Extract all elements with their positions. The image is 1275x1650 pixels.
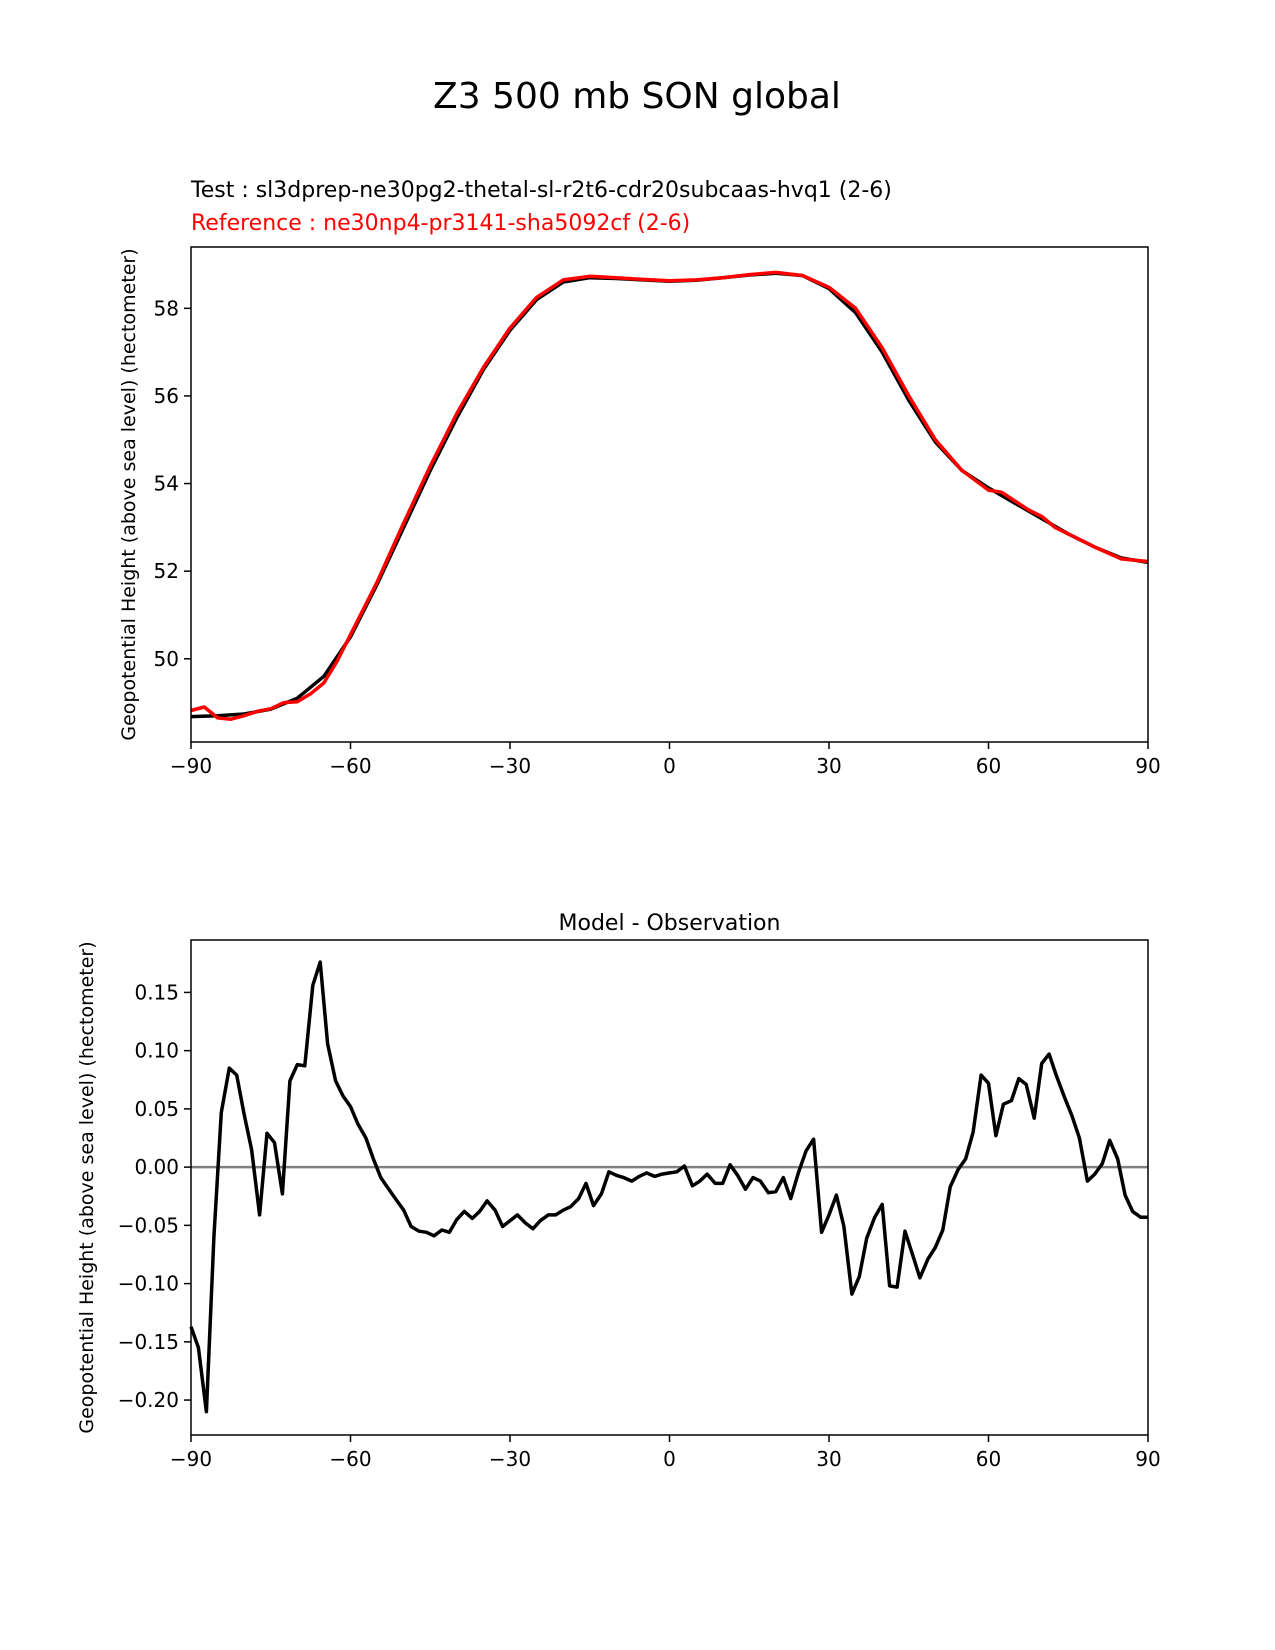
y-tick-label: 56 <box>154 384 179 408</box>
x-tick-label: −90 <box>170 754 212 778</box>
y-tick-label: 54 <box>154 472 179 496</box>
x-tick-label: 30 <box>816 754 841 778</box>
axes-frame <box>190 939 1149 1436</box>
figure-title: Z3 500 mb SON global <box>433 76 841 117</box>
x-tick-label: 30 <box>816 1447 841 1471</box>
y-tick-label: −0.05 <box>118 1213 179 1237</box>
y-tick-label: 58 <box>154 296 179 320</box>
x-tick-label: −30 <box>489 754 531 778</box>
y-tick-label: −0.10 <box>118 1272 179 1296</box>
y-tick-label: 50 <box>154 647 179 671</box>
y-tick-label: 0.15 <box>134 980 179 1004</box>
x-tick-label: 60 <box>976 754 1001 778</box>
series-line-model-observation <box>189 960 1148 1414</box>
y-axis-label: Geopotential Height (above sea level) (h… <box>118 248 140 740</box>
chart-title: Model - Observation <box>559 911 781 936</box>
difference-line-chart: Model - Observation −90 −60 −30 0 30 60 90 −0.20… <box>76 911 1161 1471</box>
y-axis-label: Geopotential Height (above sea level) (h… <box>76 941 98 1433</box>
x-tick-label: 90 <box>1135 1447 1160 1471</box>
series-line-reference <box>190 270 1149 721</box>
x-tick-label: 60 <box>976 1447 1001 1471</box>
x-tick-label: 90 <box>1135 754 1160 778</box>
top-line-chart: −90 −60 −30 0 30 60 90 50 52 54 56 58 Geopotential H… <box>118 246 1161 778</box>
y-tick-label: 0.10 <box>134 1039 179 1063</box>
reference-label: Reference : ne30np4-pr3141-sha5092cf (2-… <box>191 211 690 236</box>
test-label: Test : sl3dprep-ne30pg2-thetal-sl-r2t6-c… <box>190 178 892 203</box>
x-tick-label: 0 <box>663 754 676 778</box>
x-tick-label: −60 <box>329 1447 371 1471</box>
y-tick-label: 0.05 <box>134 1097 179 1121</box>
x-tick-label: −30 <box>489 1447 531 1471</box>
y-tick-label: 0.00 <box>134 1155 179 1179</box>
y-tick-label: 52 <box>154 559 179 583</box>
y-tick-label: −0.15 <box>118 1330 179 1354</box>
x-tick-label: 0 <box>663 1447 676 1471</box>
x-tick-label: −60 <box>329 754 371 778</box>
x-tick-label: −90 <box>170 1447 212 1471</box>
y-tick-label: −0.20 <box>118 1388 179 1412</box>
